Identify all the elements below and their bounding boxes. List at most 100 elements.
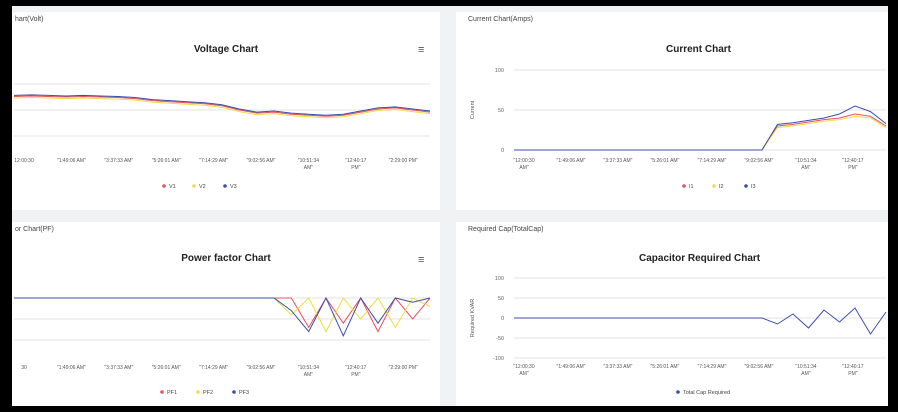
chart-title: Capacitor Required Chart — [639, 253, 761, 264]
card-title: Required Cap(TotalCap) — [468, 226, 544, 233]
legend-label: Total Cap Required — [683, 390, 730, 396]
x-tick-label: "3:37:33 AM" — [604, 364, 633, 370]
legend-label: PF3 — [239, 390, 249, 396]
x-tick-label: "1:49:06 AM" — [557, 158, 586, 164]
x-tick-label: AM" — [801, 165, 811, 171]
legend-marker — [232, 390, 236, 394]
series-line — [514, 307, 887, 335]
x-tick-label: "9:02:56 AM" — [247, 365, 276, 371]
x-tick-label: "12:00:30 — [513, 158, 534, 164]
x-tick-label: "12:40:17 — [842, 158, 863, 164]
current-chart-card: Current Chart(Amps) Current Chart 100 50 0… — [456, 12, 888, 210]
y-tick-label: -100 — [493, 356, 504, 362]
chart-title: Power factor Chart — [181, 253, 271, 264]
chart-title: Voltage Chart — [193, 44, 259, 55]
x-tick-label: "2:29:00 PM" — [389, 365, 418, 371]
x-tick-label: "9:02:56 AM" — [745, 158, 774, 164]
y-tick-label: 0 — [501, 148, 504, 154]
x-tick-label: "7:14:29 AM" — [698, 158, 727, 164]
legend-label: I3 — [751, 184, 756, 190]
x-tick-label: "3:37:33 AM" — [604, 158, 633, 164]
capacitor-required-chart-card: Required Cap(TotalCap) Capacitor Require… — [456, 222, 888, 406]
y-tick-label: 100 — [495, 68, 504, 74]
x-tick-label: AM" — [801, 371, 811, 377]
x-tick-label: "9:02:56 AM" — [247, 158, 276, 164]
dashboard-screen: hart(Volt) Voltage Chart ≡ 12:00:30 "1:49… — [12, 6, 888, 406]
legend-marker — [712, 184, 716, 188]
x-tick-label: PM" — [351, 372, 361, 378]
legend-label: I2 — [719, 184, 724, 190]
x-tick-label: AM" — [519, 165, 529, 171]
legend-label: I1 — [689, 184, 694, 190]
x-tick-label: "10:51:34 — [795, 158, 816, 164]
y-tick-label: -50 — [496, 336, 504, 342]
x-tick-label: "12:40:17 — [842, 364, 863, 370]
power-factor-chart-card: or Chart(PF) Power factor Chart ≡ 30 "1:4… — [12, 222, 440, 406]
series-line — [13, 95, 431, 117]
x-tick-label: PM" — [848, 371, 858, 377]
legend-marker — [162, 184, 166, 188]
y-tick-label: 50 — [498, 296, 504, 302]
legend-marker — [196, 390, 200, 394]
x-tick-label: PM" — [351, 165, 361, 171]
x-tick-label: "5:26:01 AM" — [152, 365, 181, 371]
y-tick-label: 100 — [495, 276, 504, 282]
voltage-chart: 12:00:30 "1:49:06 AM" "3:37:33 AM" "5:26:01… — [13, 83, 431, 190]
y-tick-label: 50 — [498, 108, 504, 114]
x-tick-label: "7:14:29 AM" — [698, 364, 727, 370]
x-tick-label: "1:49:06 AM" — [557, 364, 586, 370]
legend-marker — [676, 390, 680, 394]
x-tick-label: "12:40:17 — [345, 365, 366, 371]
x-tick-label: "3:37:33 AM" — [104, 158, 133, 164]
legend-label: V1 — [169, 184, 176, 190]
power-factor-chart: 30 "1:49:06 AM" "3:37:33 AM" "5:26:01 AM" "7… — [14, 296, 431, 396]
x-tick-label: "2:29:00 PM" — [389, 158, 418, 164]
series-line — [14, 296, 431, 337]
x-tick-label: AM" — [304, 372, 314, 378]
card-title: hart(Volt) — [15, 16, 44, 23]
legend-label: PF1 — [167, 390, 177, 396]
x-tick-label: "5:26:01 AM" — [651, 364, 680, 370]
legend-marker — [160, 390, 164, 394]
voltage-chart-card: hart(Volt) Voltage Chart ≡ 12:00:30 "1:49… — [12, 12, 440, 210]
hamburger-menu-icon[interactable]: ≡ — [418, 44, 425, 56]
card-title: or Chart(PF) — [15, 226, 54, 233]
x-tick-label: "12:00:30 — [513, 364, 534, 370]
x-tick-label: "1:49:06 AM" — [57, 365, 86, 371]
y-axis-label: Current — [470, 100, 476, 119]
x-tick-label: "5:26:01 AM" — [152, 158, 181, 164]
x-tick-label: "9:02:56 AM" — [745, 364, 774, 370]
x-tick-label: "12:40:17 — [345, 158, 366, 164]
legend-marker — [223, 184, 227, 188]
series-line — [514, 115, 887, 151]
series-line — [514, 113, 887, 151]
x-tick-label: AM" — [304, 165, 314, 171]
legend-marker — [682, 184, 686, 188]
x-tick-label: "5:26:01 AM" — [651, 158, 680, 164]
series-line — [13, 96, 431, 119]
x-tick-label: AM" — [519, 371, 529, 377]
x-tick-label: "10:51:34 — [298, 158, 319, 164]
y-tick-label: 0 — [501, 316, 504, 322]
legend-marker — [744, 184, 748, 188]
hamburger-menu-icon[interactable]: ≡ — [418, 254, 425, 266]
series-line — [13, 94, 431, 116]
series-line — [514, 105, 887, 151]
series-line — [14, 297, 431, 333]
x-tick-label: "7:14:29 AM" — [199, 365, 228, 371]
card-title: Current Chart(Amps) — [468, 16, 533, 23]
legend-marker — [192, 184, 196, 188]
x-tick-label: "7:14:29 AM" — [199, 158, 228, 164]
x-tick-label: "10:51:34 — [298, 365, 319, 371]
legend-label: PF2 — [203, 390, 213, 396]
chart-title: Current Chart — [666, 44, 732, 55]
y-axis-label: Required KVAR — [470, 299, 476, 337]
legend-label: V3 — [230, 184, 237, 190]
x-tick-label: "3:37:33 AM" — [104, 365, 133, 371]
x-tick-label: "10:51:34 — [795, 364, 816, 370]
x-tick-label: 30 — [21, 365, 27, 371]
x-tick-label: PM" — [848, 165, 858, 171]
series-line — [14, 297, 431, 333]
